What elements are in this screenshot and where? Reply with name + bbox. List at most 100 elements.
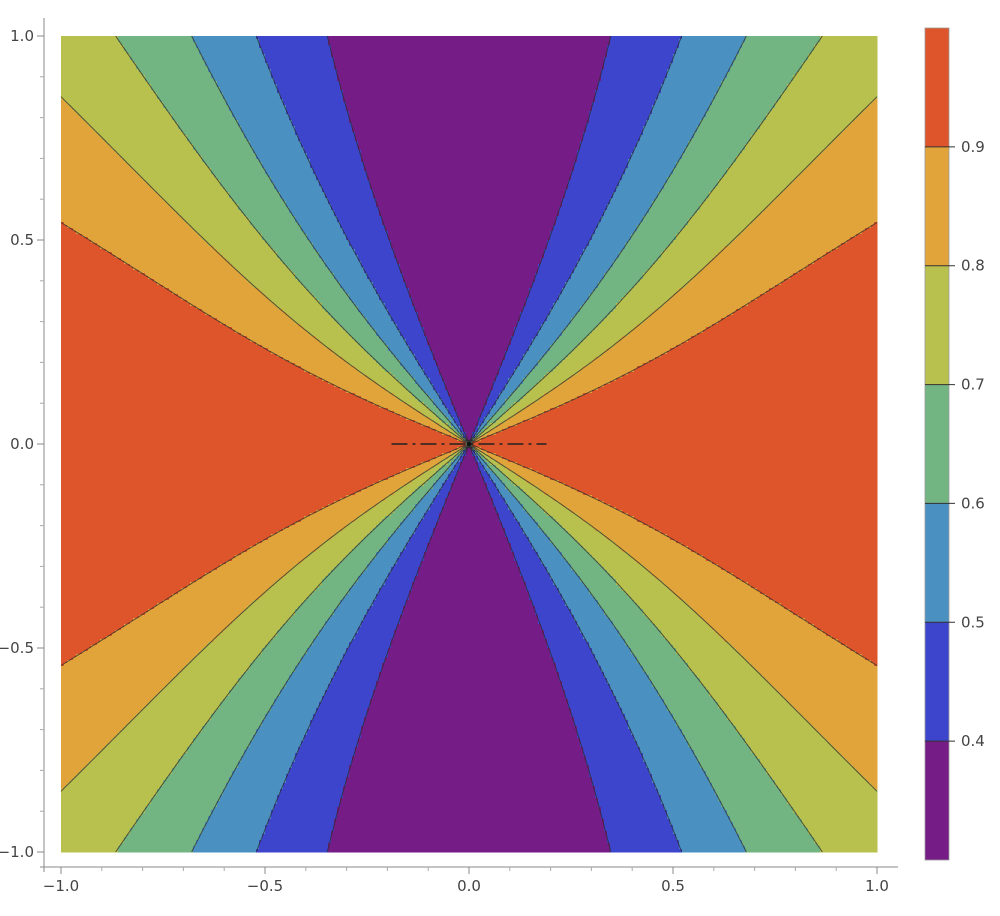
- contour-band-cell: [73, 657, 194, 661]
- contour-band-cell: [397, 561, 422, 565]
- contour-band-cell: [61, 711, 140, 715]
- contour-band-cell: [457, 471, 482, 475]
- contour-band-cell: [61, 297, 182, 301]
- contour-band-cell: [400, 414, 425, 418]
- contour-band-cell: [250, 663, 299, 667]
- contour-band-cell: [151, 798, 221, 802]
- contour-band-cell: [685, 147, 746, 151]
- contour-band-cell: [697, 210, 764, 214]
- contour-band-cell: [778, 690, 878, 694]
- contour-band-cell: [121, 258, 227, 262]
- contour-band-cell: [424, 333, 515, 337]
- contour-band-cell: [262, 540, 326, 544]
- contour-band-cell: [607, 834, 677, 838]
- contour-band-cell: [169, 597, 260, 601]
- contour-band-cell: [592, 360, 650, 364]
- contour-band-cell: [61, 456, 437, 460]
- contour-band-cell: [61, 330, 236, 334]
- contour-band-cell: [322, 258, 359, 262]
- contour-band-cell: [310, 726, 362, 730]
- contour-band-cell: [61, 558, 233, 562]
- contour-band-cell: [385, 657, 554, 661]
- contour-band-cell: [406, 285, 533, 289]
- contour-band-cell: [451, 489, 488, 493]
- contour-band-cell: [598, 561, 638, 565]
- contour-band-cell: [796, 708, 878, 712]
- contour-band-cell: [436, 390, 449, 394]
- contour-band-cell: [61, 204, 170, 208]
- contour-band-cell: [544, 375, 572, 379]
- contour-band-cell: [565, 285, 599, 289]
- contour-band-cell: [373, 528, 398, 532]
- contour-band-cell: [247, 138, 299, 142]
- contour-band-cell: [517, 474, 545, 478]
- contour-band-cell: [319, 339, 356, 343]
- contour-band-cell: [124, 837, 200, 841]
- contour-band-cell: [364, 615, 401, 619]
- contour-band-cell: [430, 489, 440, 493]
- contour-band-cell: [574, 570, 608, 574]
- contour-band-cell: [766, 114, 860, 118]
- contour-band-cell: [313, 639, 353, 643]
- contour-band-cell: [496, 486, 506, 490]
- contour-band-cell: [595, 558, 635, 562]
- contour-band-cell: [436, 363, 503, 367]
- contour-band-cell: [286, 681, 332, 685]
- contour-band-cell: [613, 309, 656, 313]
- contour-band-cell: [664, 807, 725, 811]
- contour-band-cell: [811, 51, 878, 55]
- contour-band-cell: [733, 825, 806, 829]
- contour-band-cell: [340, 804, 599, 808]
- contour-band-cell: [634, 735, 686, 739]
- contour-band-cell: [340, 600, 374, 604]
- contour-band-cell: [244, 132, 296, 136]
- contour-band-cell: [700, 120, 764, 124]
- contour-band-cell: [439, 468, 449, 472]
- contour-band-cell: [154, 189, 227, 193]
- contour-band-cell: [778, 786, 875, 790]
- contour-band-cell: [403, 336, 428, 340]
- contour-band-cell: [397, 528, 416, 532]
- contour-band-cell: [238, 123, 293, 127]
- contour-band-cell: [433, 474, 443, 478]
- contour-band-cell: [799, 270, 878, 274]
- contour-band-cell: [457, 411, 482, 415]
- contour-band-cell: [454, 456, 458, 460]
- contour-band-cell: [748, 225, 872, 229]
- contour-band-cell: [319, 255, 359, 259]
- contour-band-cell: [271, 585, 320, 589]
- contour-band-cell: [493, 381, 509, 385]
- contour-band-cell: [442, 399, 452, 403]
- contour-band-cell: [673, 831, 737, 835]
- contour-band-cell: [307, 732, 362, 736]
- contour-band-cell: [796, 177, 878, 181]
- contour-band-cell: [331, 315, 365, 319]
- contour-band-cell: [394, 393, 413, 397]
- contour-band-cell: [502, 390, 515, 394]
- contour-band-cell: [742, 45, 815, 49]
- contour-band-cell: [847, 240, 878, 244]
- contour-band-cell: [541, 507, 569, 511]
- contour-band-cell: [607, 270, 647, 274]
- contour-band-cell: [481, 438, 878, 442]
- contour-band-cell: [544, 492, 584, 496]
- contour-band-cell: [601, 807, 665, 811]
- contour-band-cell: [289, 678, 332, 682]
- contour-band-cell: [691, 138, 752, 142]
- contour-band-cell: [565, 195, 614, 199]
- contour-band-cell: [178, 672, 245, 676]
- contour-band-cell: [295, 753, 356, 757]
- contour-band-cell: [604, 276, 644, 280]
- contour-band-cell: [349, 588, 380, 592]
- contour-band-cell: [616, 543, 683, 547]
- contour-band-cell: [808, 57, 878, 61]
- contour-band-cell: [415, 381, 431, 385]
- contour-band-cell: [358, 309, 389, 313]
- contour-band-cell: [61, 285, 164, 289]
- contour-band-cell: [862, 231, 878, 235]
- contour-band-cell: [712, 324, 878, 328]
- contour-band-cell: [307, 729, 362, 733]
- contour-band-cell: [634, 738, 686, 742]
- contour-band-cell: [508, 477, 524, 481]
- contour-band-cell: [514, 369, 533, 373]
